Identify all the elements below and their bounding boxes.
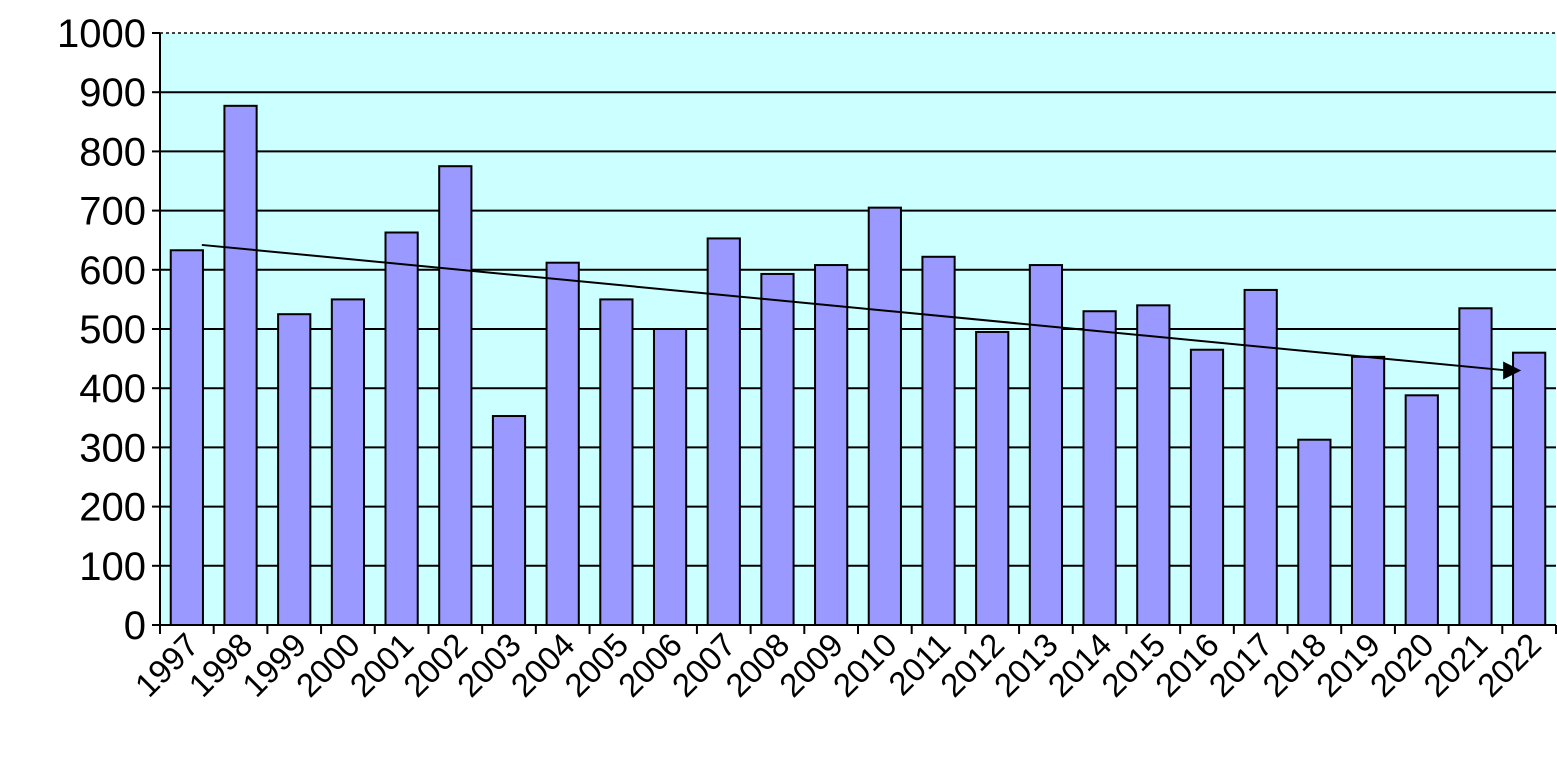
bar-1998 <box>223 104 258 627</box>
bar-1999 <box>277 313 312 626</box>
bar-2019 <box>1350 355 1386 626</box>
bar-2017 <box>1243 288 1278 626</box>
y-tick-label: 1000 <box>57 12 146 56</box>
bar-2002 <box>438 165 473 626</box>
bar-2021 <box>1458 307 1493 626</box>
bar-2001 <box>384 231 419 626</box>
y-tick-label: 400 <box>79 367 146 411</box>
bar-2011 <box>921 255 956 626</box>
y-tick-label: 0 <box>124 604 146 648</box>
bar-2018 <box>1297 438 1332 627</box>
bar-2014 <box>1082 310 1117 626</box>
bar-2000 <box>330 298 366 626</box>
bar-2009 <box>814 264 849 626</box>
bar-2010 <box>867 206 902 626</box>
bar-2016 <box>1189 348 1225 626</box>
bar-2005 <box>599 298 634 626</box>
bar-2020 <box>1404 394 1439 626</box>
y-tick-label: 800 <box>79 130 146 174</box>
x-tick-label: 2022 <box>1470 626 1548 704</box>
bar-2003 <box>491 415 527 626</box>
trendline-arrowhead <box>1503 361 1522 380</box>
bar-1997 <box>169 249 204 626</box>
bar-2013 <box>1028 264 1064 626</box>
bar-2004 <box>545 261 580 626</box>
bar-2006 <box>652 328 688 626</box>
y-tick-label: 300 <box>79 426 146 470</box>
y-tick-label: 900 <box>79 71 146 115</box>
bar-2022 <box>1512 351 1547 626</box>
y-tick-label: 200 <box>79 486 146 530</box>
bar-2008 <box>760 272 795 626</box>
trendline <box>201 243 1508 372</box>
y-tick-label: 700 <box>79 190 146 234</box>
y-tick-label: 600 <box>79 249 146 293</box>
bar-2012 <box>975 330 1010 626</box>
y-tick-label: 500 <box>79 308 146 352</box>
y-tick-label: 100 <box>79 545 146 589</box>
bar-2015 <box>1136 304 1171 626</box>
